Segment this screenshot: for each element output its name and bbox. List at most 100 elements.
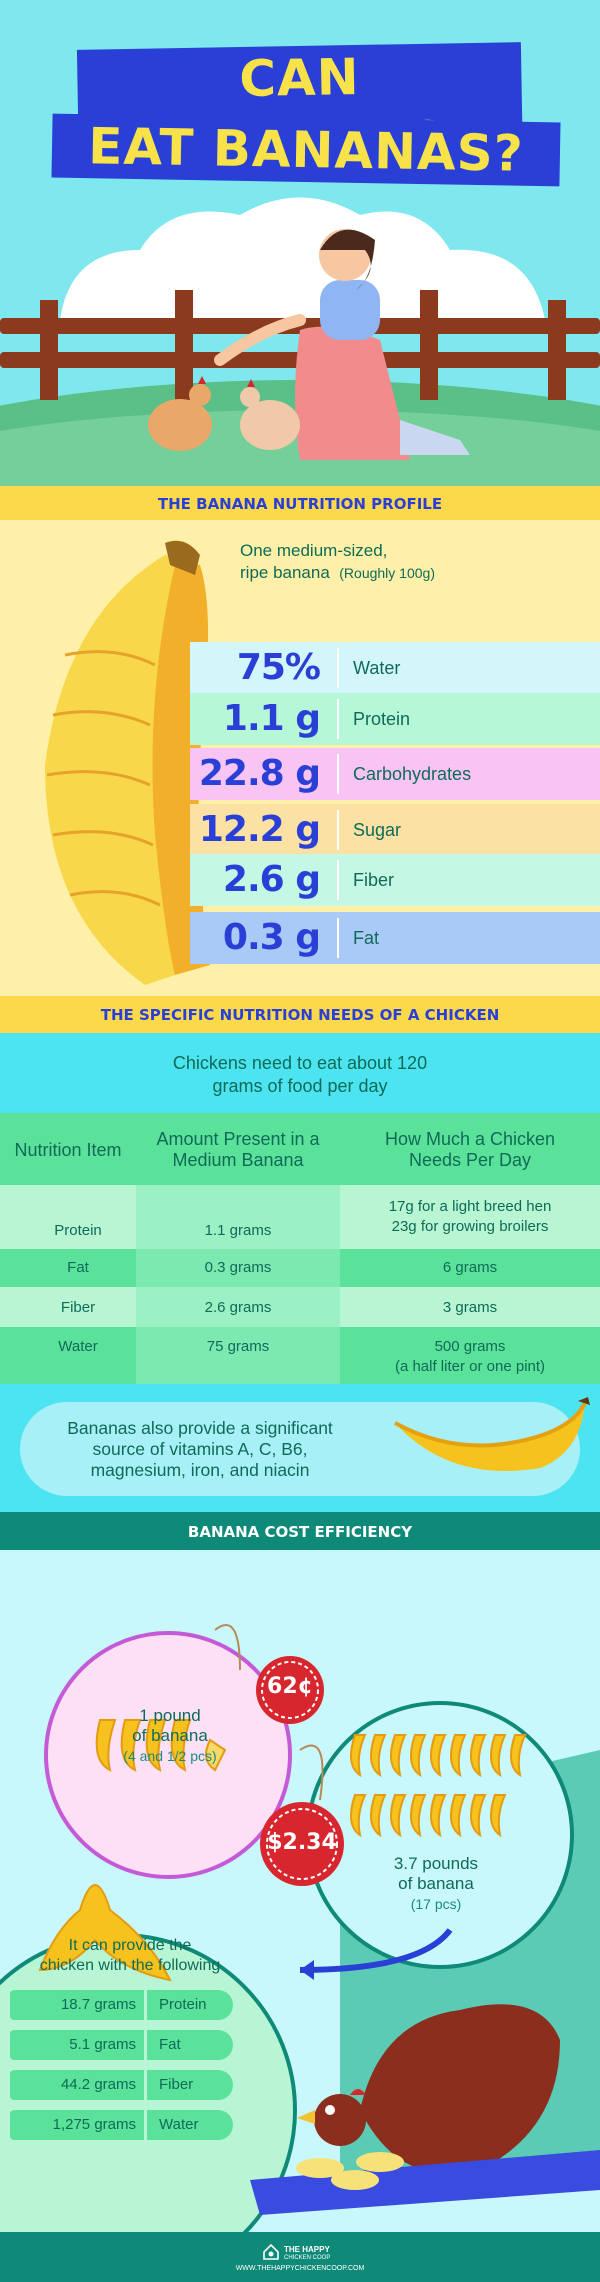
row-background — [190, 748, 600, 800]
nutrition-row: 0.3 g Fat — [190, 912, 600, 964]
table-cell-amount: 75 grams — [206, 1337, 270, 1355]
big-note: (17 pcs) — [410, 1896, 462, 1912]
vitamins-line-1: Bananas also provide a significant — [67, 1418, 333, 1438]
nutrition-label: Sugar — [353, 820, 402, 840]
row-divider — [337, 699, 339, 739]
table-cell-item: Fiber — [60, 1298, 96, 1316]
row-divider — [337, 918, 339, 958]
nutrition-label: Protein — [353, 709, 411, 729]
row-bg — [136, 1287, 340, 1327]
header-bg — [0, 1113, 136, 1185]
row-background — [190, 642, 600, 694]
small-note: (4 and 1/2 pcs) — [123, 1748, 217, 1764]
row-bg — [0, 1327, 136, 1384]
profile-header-bar — [0, 486, 600, 520]
vitamins-line-2: source of vitamins A, C, B6, — [92, 1439, 308, 1459]
supply-label: Protein — [147, 1990, 233, 2020]
column-header: Nutrition Item — [14, 1139, 122, 1160]
intro-line-2: ripe banana (Roughly 100g) — [240, 563, 435, 582]
nutrition-row: 22.8 g Carbohydrates — [190, 748, 600, 800]
table-cell-item: Protein — [54, 1221, 102, 1239]
supply-label: Water — [147, 2110, 233, 2140]
table-cell-amount: 2.6 grams — [204, 1298, 272, 1316]
needs-intro-line-2: grams of food per day — [212, 1076, 388, 1096]
banana-intro: One medium-sized, ripe banana (Roughly 1… — [240, 540, 435, 584]
provide-text: It can provide the chicken with the foll… — [0, 1936, 260, 1976]
nutrition-value: 12.2 g — [198, 809, 321, 850]
table-cell-need: (a half liter or one pint) — [394, 1357, 546, 1375]
row-bg — [0, 1185, 136, 1249]
row-bg — [136, 1249, 340, 1287]
small-quantity: 1 pound of banana (4 and 1/2 pcs) — [70, 1706, 270, 1766]
hero-section: CAN CHICKENS EAT BANANAS? — [0, 0, 600, 486]
brand-line-2: CHICKEN COOP — [284, 2255, 331, 2261]
table-cell-need: 3 grams — [442, 1298, 498, 1316]
intro-line-1: One medium-sized, — [240, 541, 388, 560]
big-line-2: of banana — [398, 1874, 474, 1893]
header-bg — [136, 1113, 340, 1185]
nutrition-row: 1.1 g Protein — [190, 693, 600, 745]
nutrition-row: 75% Water — [190, 642, 600, 694]
table-cell-item: Water — [58, 1337, 98, 1355]
price-tag-large-icon — [260, 1802, 344, 1886]
supply-amount: 44.2 grams — [10, 2070, 144, 2100]
farm-scene-illustration — [0, 197, 600, 486]
row-bg — [340, 1249, 600, 1287]
row-bg — [340, 1287, 600, 1327]
row-divider — [337, 648, 339, 688]
footer: THE HAPPY CHICKEN COOP WWW.THEHAPPYCHICK… — [0, 2232, 600, 2282]
nutrition-value: 75% — [236, 647, 321, 688]
price-small: 62¢ — [267, 1674, 313, 1699]
footer-url[interactable]: WWW.THEHAPPYCHICKENCOOP.COM — [235, 2265, 365, 2272]
row-bg — [340, 1327, 600, 1384]
vitamins-text: Bananas also provide a significant sourc… — [40, 1418, 360, 1481]
row-bg — [340, 1185, 600, 1249]
vitamins-line-3: magnesium, iron, and niacin — [90, 1460, 310, 1480]
chicken-coop-logo-icon — [263, 2243, 279, 2260]
table-cell-amount: 0.3 grams — [204, 1258, 272, 1276]
table-cell-need: 17g for a light breed hen — [388, 1197, 552, 1215]
big-line-1: 3.7 pounds — [393, 1854, 479, 1873]
table-cell-need: 23g for growing broilers — [391, 1217, 549, 1235]
row-background — [190, 693, 600, 745]
row-background — [190, 854, 600, 906]
provide-line-2: chicken with the following — [39, 1957, 221, 1974]
cost-efficiency-section: 62¢ $2.34 — [0, 1550, 600, 2232]
cost-header-bar — [0, 1512, 600, 1550]
needs-heading: THE SPECIFIC NUTRITION NEEDS OF A CHICKE… — [100, 1006, 500, 1024]
supply-amount: 1,275 grams — [10, 2110, 144, 2140]
row-bg — [0, 1287, 136, 1327]
supply-amount: 5.1 grams — [10, 2030, 144, 2060]
table-cell-item: Fat — [67, 1258, 89, 1276]
nutrition-value: 1.1 g — [222, 698, 321, 739]
header-bg — [340, 1113, 600, 1185]
nutrition-label: Fat — [353, 928, 380, 948]
nutrition-row: 12.2 g Sugar — [190, 804, 600, 856]
column-header: How Much a Chicken Needs Per Day — [384, 1129, 556, 1170]
row-bg — [0, 1249, 136, 1287]
nutrition-value: 0.3 g — [222, 917, 321, 958]
small-line-1: 1 pound — [139, 1706, 201, 1725]
price-large: $2.34 — [267, 1830, 337, 1855]
title-line-2: EAT BANANAS? — [51, 113, 561, 187]
provide-line-1: It can provide the — [68, 1937, 192, 1954]
nutrition-row: 2.6 g Fiber — [190, 854, 600, 906]
table-cell-amount: 1.1 grams — [204, 1221, 272, 1239]
price-tag-small-icon — [256, 1656, 324, 1724]
nutrition-value: 22.8 g — [198, 753, 321, 794]
supply-amount: 18.7 grams — [10, 1990, 144, 2020]
brand-name: THE HAPPY CHICKEN COOP — [284, 2245, 330, 2263]
small-line-2: of banana — [132, 1726, 208, 1745]
row-divider — [337, 810, 339, 850]
nutrition-label: Carbohydrates — [353, 764, 472, 784]
needs-intro-line-1: Chickens need to eat about 120 — [172, 1053, 428, 1073]
table-cell-need: 500 grams — [434, 1337, 506, 1355]
row-divider — [337, 754, 339, 794]
cost-heading: BANANA COST EFFICIENCY — [187, 1523, 413, 1541]
row-background — [190, 912, 600, 964]
needs-intro: Chickens need to eat about 120 grams of … — [0, 1052, 600, 1098]
nutrition-value: 2.6 g — [222, 859, 321, 900]
row-bg — [136, 1327, 340, 1384]
intro-note: (Roughly 100g) — [339, 565, 435, 581]
